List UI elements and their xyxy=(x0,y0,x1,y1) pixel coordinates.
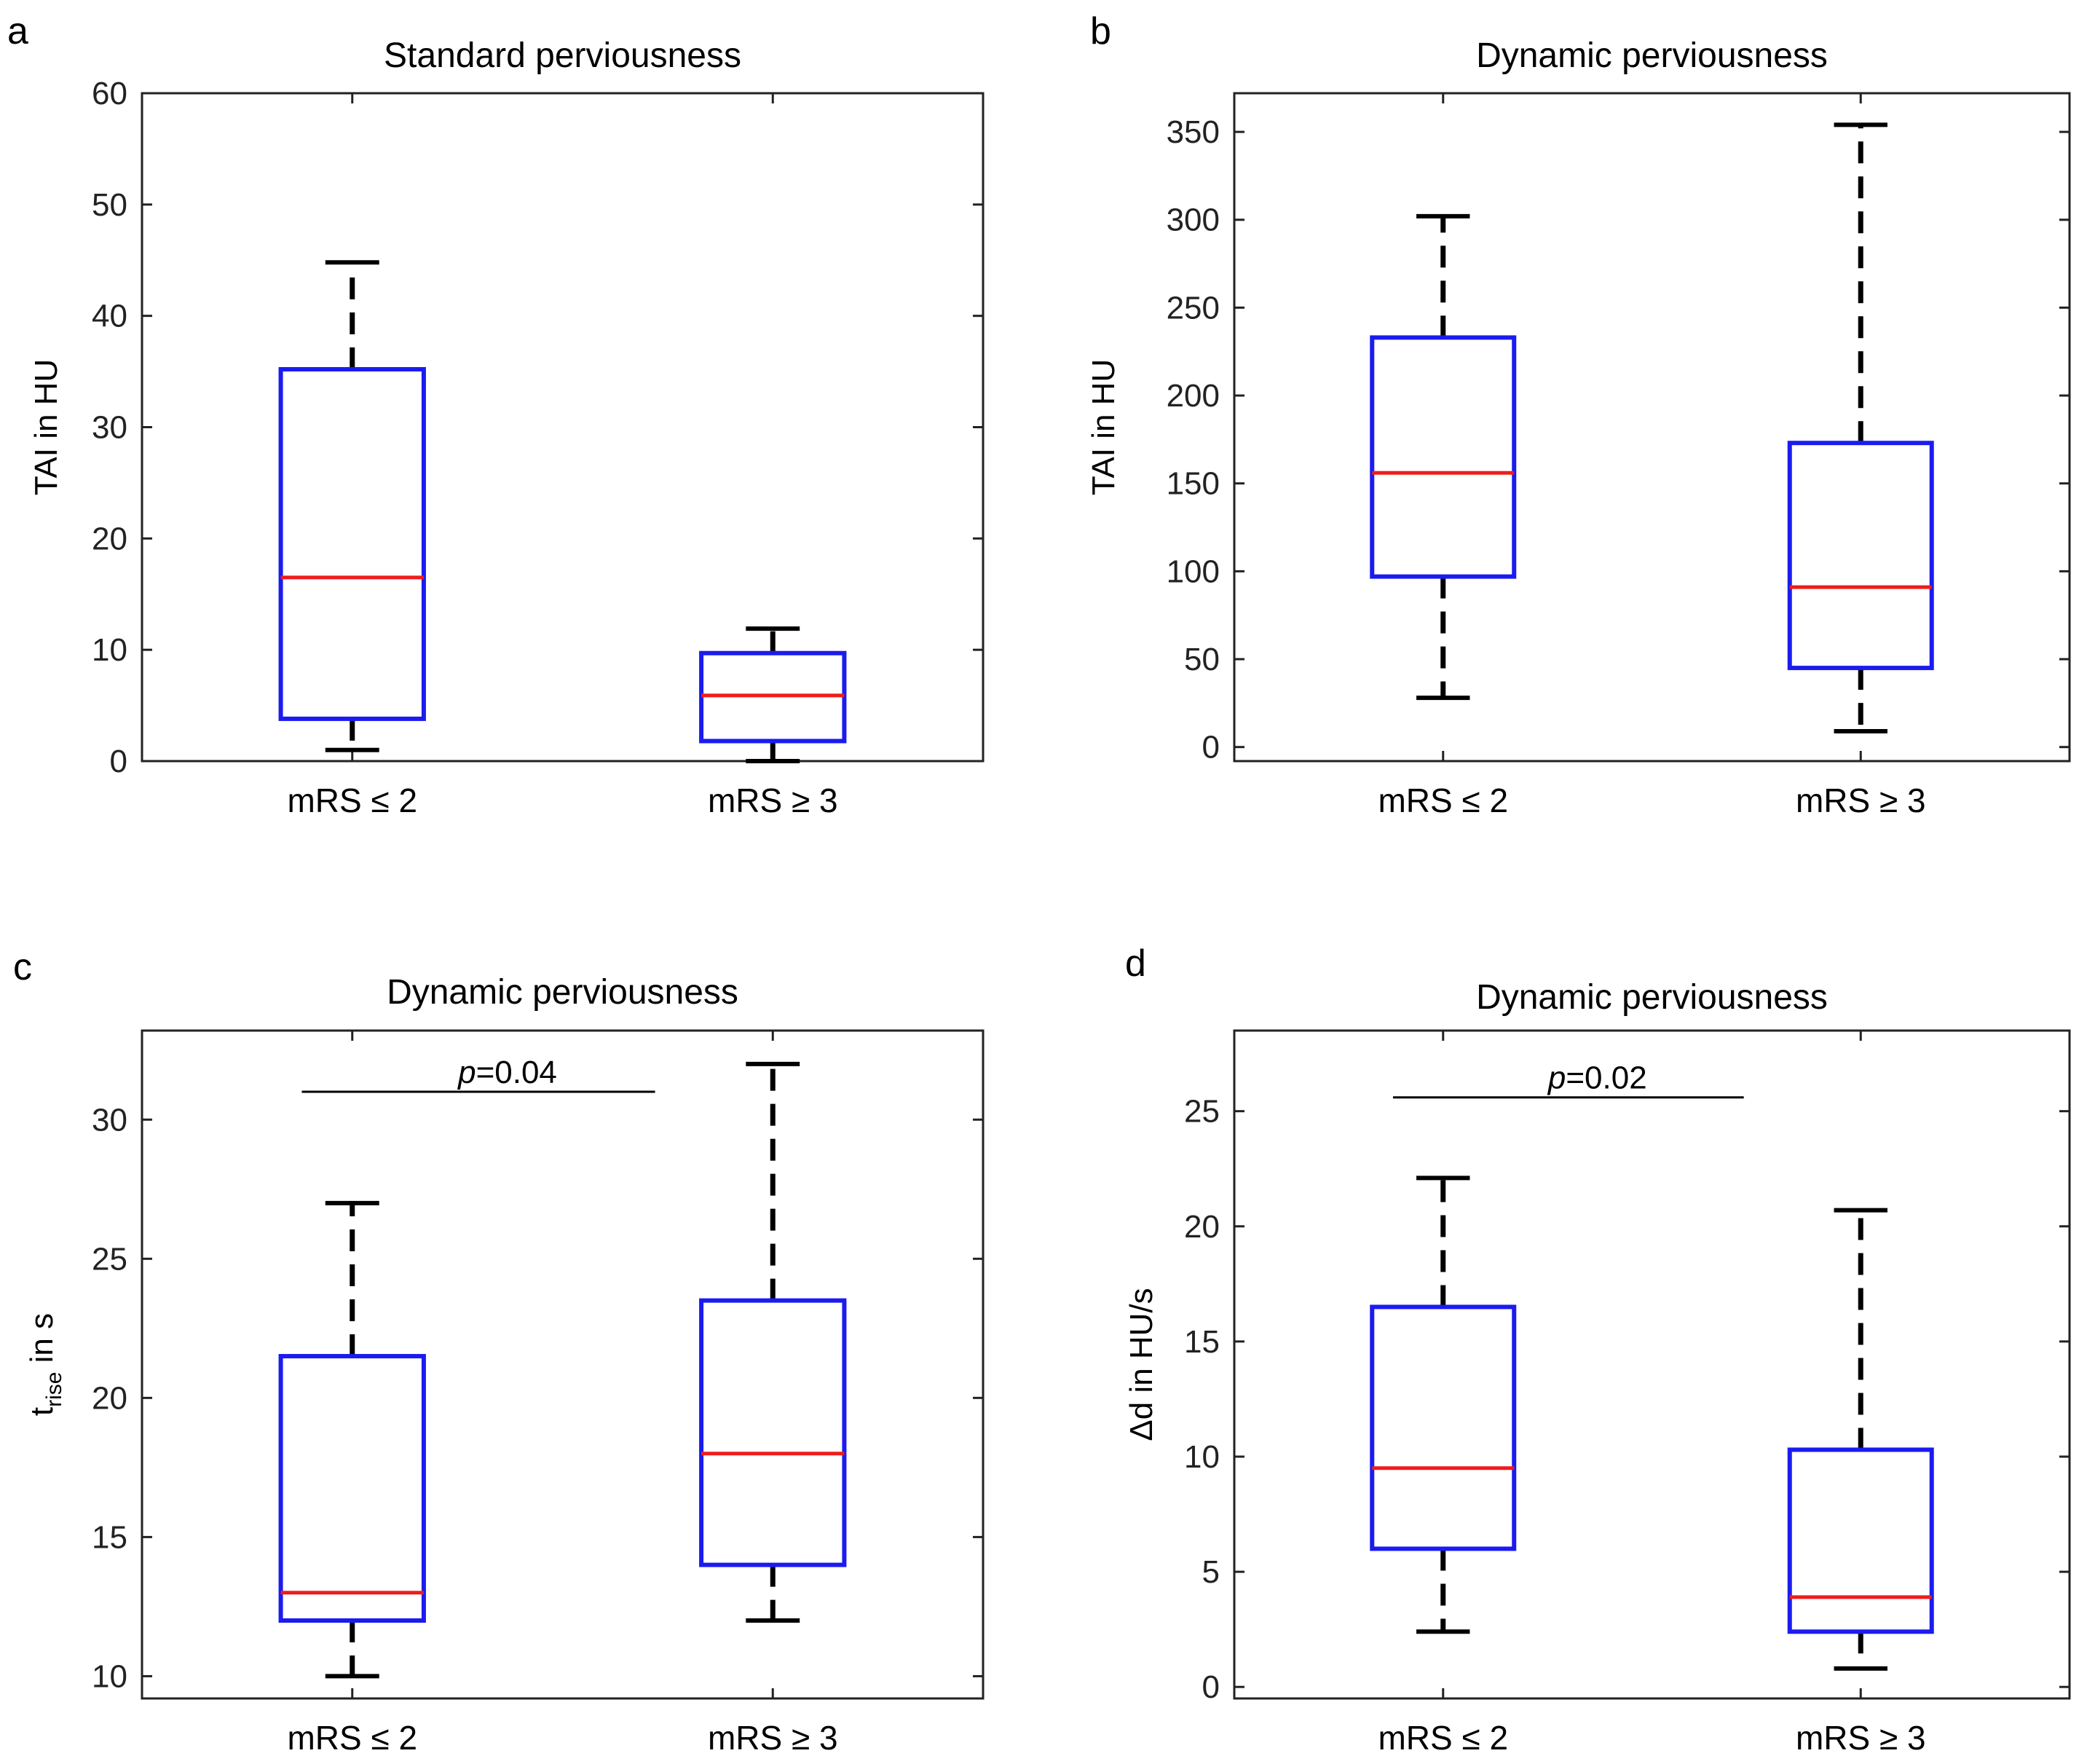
y-tick-label: 25 xyxy=(1184,1094,1220,1130)
box-group xyxy=(1370,213,1517,701)
y-tick-label: 15 xyxy=(1184,1324,1220,1360)
y-axis-label-sub: rise xyxy=(42,1372,66,1407)
y-axis-label: TAI in HU xyxy=(1086,359,1121,495)
x-category-label: mRS ≥ 3 xyxy=(1796,781,1926,819)
box-group xyxy=(278,260,426,752)
y-tick-label: 5 xyxy=(1202,1554,1220,1590)
chart-title: Dynamic perviousness xyxy=(1476,36,1828,75)
y-tick-label: 250 xyxy=(1167,290,1220,326)
y-tick-label: 0 xyxy=(1202,730,1220,765)
y-axis-label: TAI in HU xyxy=(28,359,64,495)
y-tick-label: 100 xyxy=(1167,554,1220,589)
y-tick-label: 20 xyxy=(1184,1209,1220,1245)
iqr-box xyxy=(278,367,426,721)
panel-d: d Dynamic perviousness 0 5 10 15 20 25 mRS ≤ 2 mR… xyxy=(1124,942,2071,1757)
x-category-label: mRS ≥ 3 xyxy=(708,781,838,819)
plot-frame xyxy=(141,92,985,763)
x-category-label: mRS ≤ 2 xyxy=(1378,781,1508,819)
x-category-label: mRS ≥ 3 xyxy=(708,1719,838,1757)
y-tick-label: 20 xyxy=(92,521,127,556)
panel-letter: d xyxy=(1125,942,1146,985)
panel-letter: a xyxy=(7,10,28,52)
y-tick-label: 150 xyxy=(1167,466,1220,502)
iqr-box xyxy=(699,1298,847,1567)
y-tick-label: 0 xyxy=(1202,1669,1220,1705)
p-value-symbol: p xyxy=(1547,1060,1566,1096)
chart-title: Dynamic perviousness xyxy=(387,973,738,1012)
y-tick-label: 10 xyxy=(1184,1439,1220,1475)
chart-title: Standard perviousness xyxy=(384,36,741,75)
y-axis-label: trise in s xyxy=(24,1313,66,1416)
iqr-box xyxy=(278,1354,426,1623)
x-category-label: mRS ≤ 2 xyxy=(287,1719,417,1757)
chart-title: Dynamic perviousness xyxy=(1476,978,1828,1017)
plot-frame xyxy=(1233,1029,2071,1700)
box-group xyxy=(1370,1176,1517,1634)
y-tick-label: 15 xyxy=(92,1519,127,1555)
box-group xyxy=(699,1061,847,1623)
y-tick-label: 10 xyxy=(92,632,127,668)
panel-c: c Dynamic perviousness 10 15 20 25 30 mRS ≤ 2 mR… xyxy=(13,946,985,1757)
p-value-number: =0.04 xyxy=(476,1055,557,1090)
y-tick-label: 25 xyxy=(92,1241,127,1277)
y-tick-label: 60 xyxy=(92,76,127,111)
panel-b: b Dynamic perviousness 0 50 100 150 200 250 300 3… xyxy=(1086,10,2071,819)
box-group xyxy=(278,1200,426,1679)
y-axis-label-rest: in s xyxy=(24,1313,60,1372)
x-category-label: mRS ≥ 3 xyxy=(1796,1719,1926,1757)
p-value-label: p=0.04 xyxy=(457,1055,557,1090)
y-tick-label: 300 xyxy=(1167,202,1220,238)
panel-letter: b xyxy=(1090,10,1111,52)
panel-letter: c xyxy=(13,946,32,988)
iqr-box xyxy=(1787,441,1934,671)
y-tick-label: 30 xyxy=(92,1102,127,1138)
iqr-box xyxy=(1787,1447,1934,1634)
y-tick-label: 0 xyxy=(110,744,127,779)
y-tick-label: 40 xyxy=(92,299,127,334)
y-axis-label-main: t xyxy=(24,1407,60,1416)
p-value-symbol: p xyxy=(457,1055,476,1090)
plot-frame xyxy=(1233,92,2071,763)
box-group xyxy=(1787,122,1934,733)
y-tick-label: 350 xyxy=(1167,114,1220,150)
y-tick-label: 50 xyxy=(92,187,127,223)
y-tick-label: 200 xyxy=(1167,378,1220,414)
p-value-label: p=0.02 xyxy=(1547,1060,1647,1096)
p-value-number: =0.02 xyxy=(1566,1060,1646,1096)
iqr-box xyxy=(1370,335,1517,579)
y-tick-label: 50 xyxy=(1184,642,1220,677)
x-category-label: mRS ≤ 2 xyxy=(287,781,417,819)
y-axis-label: Δd in HU/s xyxy=(1124,1288,1159,1441)
y-tick-label: 30 xyxy=(92,410,127,446)
plot-frame xyxy=(141,1029,985,1700)
box-group xyxy=(1787,1208,1934,1671)
box-group xyxy=(699,626,847,763)
panel-a: a Standard perviousness 0 10 20 30 40 50 60 mRS ≤… xyxy=(7,10,985,819)
y-tick-label: 10 xyxy=(92,1658,127,1694)
iqr-box xyxy=(1370,1304,1517,1551)
y-tick-label: 20 xyxy=(92,1380,127,1416)
x-category-label: mRS ≤ 2 xyxy=(1378,1719,1508,1757)
